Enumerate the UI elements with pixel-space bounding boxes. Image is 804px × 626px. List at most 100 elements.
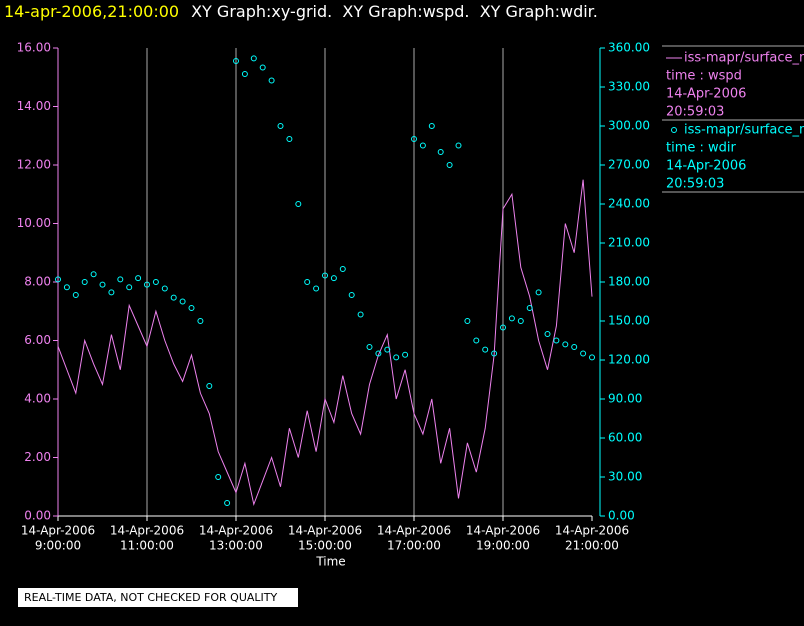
y-tick-label: 10.00	[17, 216, 51, 230]
wdir-point	[437, 149, 444, 155]
wdir-point	[535, 289, 542, 296]
wdir-point	[108, 289, 115, 296]
wdir-point	[55, 276, 61, 283]
wdir-point	[419, 142, 426, 149]
y2-tick-label: 60.00	[608, 431, 642, 445]
y2-tick-label: 300.00	[608, 119, 650, 133]
wdir-point	[313, 285, 320, 292]
wdir-point	[144, 281, 150, 288]
y2-tick-label: 240.00	[608, 197, 650, 211]
wdir-point	[580, 350, 587, 357]
wdir-point	[188, 305, 195, 311]
x-tick-label: 13:00:00	[209, 539, 263, 553]
y-tick-label: 4.00	[24, 392, 51, 406]
wdir-point	[117, 276, 124, 283]
wdir-point	[224, 500, 231, 506]
wdir-point	[348, 292, 355, 298]
y-tick-label: 16.00	[17, 41, 51, 55]
y2-tick-label: 30.00	[608, 470, 642, 484]
x-tick-label: 14-Apr-2006	[199, 524, 273, 538]
y2-tick-label: 150.00	[608, 314, 650, 328]
x-tick-label: 9:00:00	[35, 539, 81, 553]
y2-tick-label: 330.00	[608, 80, 650, 94]
wdir-point	[286, 136, 293, 142]
wdir-point	[126, 284, 133, 291]
y-tick-label: 8.00	[24, 275, 51, 289]
wdir-point	[250, 55, 257, 62]
y2-tick-label: 90.00	[608, 392, 642, 406]
wdir-point	[72, 292, 79, 298]
y-tick-label: 2.00	[24, 450, 51, 464]
legend-label: iss-mapr/surface_m	[684, 123, 804, 138]
y-tick-label: 0.00	[24, 509, 51, 523]
wdir-point	[411, 136, 417, 142]
wdir-point	[571, 344, 578, 350]
wdir-point	[90, 271, 97, 278]
x-tick-label: 14-Apr-2006	[21, 524, 95, 538]
wdir-point	[197, 318, 204, 324]
chart-title: 14-apr-2006,21:00:00	[4, 2, 179, 21]
wdir-point	[241, 71, 248, 77]
legend-detail: time : wspd	[666, 69, 742, 84]
wdir-point	[277, 123, 284, 129]
wdir-point	[526, 305, 533, 311]
wdir-point	[366, 344, 373, 350]
chart-title-line: 14-apr-2006,21:00:00 XY Graph:xy-grid. XY…	[4, 2, 598, 21]
wdir-point	[322, 272, 328, 279]
wdir-point	[428, 123, 435, 129]
x-axis-label: Time	[315, 555, 345, 569]
note-box	[18, 588, 298, 607]
wdir-point	[152, 279, 159, 285]
chart-subtitle: XY Graph:xy-grid. XY Graph:wspd. XY Grap…	[191, 2, 598, 21]
x-tick-label: 14-Apr-2006	[466, 524, 540, 538]
legend-detail: 14-Apr-2006	[666, 159, 746, 174]
wdir-point	[562, 341, 569, 348]
wdir-point	[357, 311, 364, 318]
wdir-point	[268, 77, 275, 84]
wdir-point	[259, 64, 266, 71]
wdir-point	[81, 279, 88, 285]
wdir-point	[500, 324, 506, 331]
y2-tick-label: 210.00	[608, 236, 650, 250]
y2-tick-label: 0.00	[608, 509, 635, 523]
wdir-point	[482, 346, 489, 353]
wdir-point	[384, 346, 391, 353]
x-tick-label: 14-Apr-2006	[110, 524, 184, 538]
wdir-point	[233, 58, 239, 64]
wdir-point	[304, 279, 311, 285]
wdir-point	[473, 337, 480, 344]
legend-detail: time : wdir	[666, 141, 737, 156]
x-tick-label: 21:00:00	[565, 539, 619, 553]
wdir-point	[553, 337, 560, 344]
x-tick-label: 14-Apr-2006	[555, 524, 629, 538]
wdir-point	[63, 284, 70, 291]
wdir-point	[491, 350, 498, 357]
wdir-point	[589, 354, 595, 361]
wdir-point	[339, 266, 346, 272]
y2-tick-label: 270.00	[608, 158, 650, 172]
y-tick-label: 14.00	[17, 99, 51, 113]
legend-detail: 20:59:03	[666, 105, 724, 120]
x-tick-label: 15:00:00	[298, 539, 352, 553]
wdir-point	[544, 331, 551, 337]
wdir-point	[170, 294, 177, 301]
wdir-point	[206, 383, 213, 389]
wdir-point	[99, 281, 106, 288]
y2-tick-label: 360.00	[608, 41, 650, 55]
legend-label: iss-mapr/surface_m	[684, 51, 804, 66]
x-tick-label: 14-Apr-2006	[288, 524, 362, 538]
wdir-point	[330, 275, 337, 282]
wdir-point	[135, 275, 142, 282]
legend-symbol	[671, 127, 677, 133]
wdir-point	[215, 474, 222, 480]
x-tick-label: 17:00:00	[387, 539, 441, 553]
y2-tick-label: 120.00	[608, 353, 650, 367]
x-tick-label: 19:00:00	[476, 539, 530, 553]
legend-detail: 20:59:03	[666, 177, 724, 192]
wdir-point	[161, 285, 168, 292]
y2-tick-label: 180.00	[608, 275, 650, 289]
wdir-point	[393, 354, 400, 361]
wdir-point	[464, 318, 471, 324]
wdir-point	[455, 142, 462, 149]
